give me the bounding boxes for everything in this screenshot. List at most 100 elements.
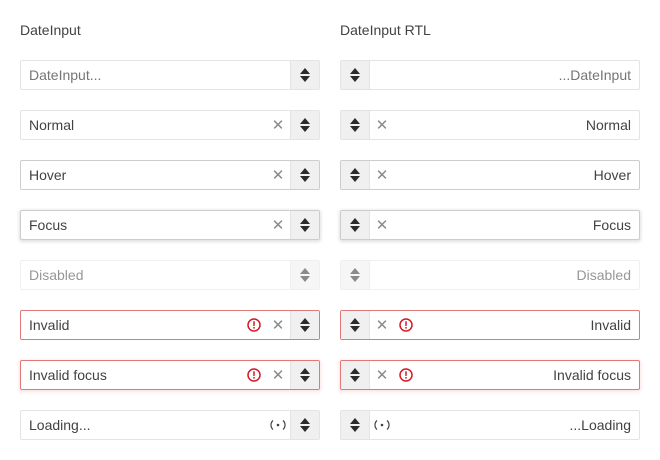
dateinput-value[interactable]: ...Loading	[569, 417, 632, 433]
spin-buttons[interactable]	[341, 311, 370, 339]
spin-buttons	[290, 261, 319, 289]
caret-up-icon[interactable]	[350, 418, 360, 424]
dateinput-value[interactable]: Hover	[593, 167, 631, 183]
dateinput-invalid[interactable]: Invalid ✕	[20, 310, 320, 340]
dateinput-hover[interactable]: Hover ✕	[20, 160, 320, 190]
clear-button[interactable]: ✕	[266, 111, 290, 139]
spin-buttons[interactable]	[290, 211, 319, 239]
spin-buttons[interactable]	[290, 311, 319, 339]
caret-down-icon[interactable]	[350, 176, 360, 182]
caret-up-icon[interactable]	[350, 68, 360, 74]
caret-up-icon[interactable]	[300, 418, 310, 424]
dateinput-rtl-focus[interactable]: Focus ✕	[340, 210, 640, 240]
caret-up-icon[interactable]	[300, 118, 310, 124]
caret-down-icon[interactable]	[350, 426, 360, 432]
clear-button[interactable]: ✕	[266, 311, 290, 339]
caret-up-icon[interactable]	[300, 368, 310, 374]
spin-buttons[interactable]	[290, 61, 319, 89]
caret-down-icon[interactable]	[300, 376, 310, 382]
clear-button[interactable]: ✕	[370, 361, 394, 389]
caret-up-icon[interactable]	[300, 168, 310, 174]
caret-up-icon[interactable]	[350, 318, 360, 324]
dateinput-value[interactable]: Normal	[29, 117, 75, 133]
caret-down-icon[interactable]	[300, 176, 310, 182]
dateinput-focus[interactable]: Focus ✕	[20, 210, 320, 240]
loading-indicator-icon	[266, 411, 290, 439]
dateinput-normal[interactable]: Normal ✕	[20, 110, 320, 140]
caret-down-icon[interactable]	[350, 376, 360, 382]
caret-up-icon[interactable]	[300, 68, 310, 74]
spin-buttons[interactable]	[290, 161, 319, 189]
dateinput-value[interactable]: Invalid focus	[553, 367, 631, 383]
spin-buttons[interactable]	[341, 61, 370, 89]
close-icon[interactable]: ✕	[375, 166, 389, 184]
clear-button[interactable]: ✕	[370, 311, 394, 339]
exclamation-circle-icon	[394, 311, 418, 339]
dateinput-invalid-focus[interactable]: Invalid focus ✕	[20, 360, 320, 390]
clear-button[interactable]: ✕	[266, 211, 290, 239]
caret-up-icon[interactable]	[350, 118, 360, 124]
caret-up-icon[interactable]	[350, 218, 360, 224]
clear-button[interactable]: ✕	[370, 111, 394, 139]
caret-down-icon[interactable]	[350, 326, 360, 332]
dateinput-value[interactable]: Hover	[29, 167, 67, 183]
spin-buttons[interactable]	[290, 411, 319, 439]
dateinput-loading[interactable]: Loading...	[20, 410, 320, 440]
dateinput-value[interactable]: Invalid focus	[29, 367, 107, 383]
caret-down-icon	[300, 276, 310, 282]
close-icon[interactable]: ✕	[375, 366, 389, 384]
dateinput-value[interactable]: Focus	[592, 217, 631, 233]
caret-down-icon[interactable]	[300, 426, 310, 432]
dateinput-value[interactable]: Invalid	[590, 317, 631, 333]
caret-up-icon[interactable]	[350, 368, 360, 374]
caret-down-icon[interactable]	[300, 326, 310, 332]
close-icon[interactable]: ✕	[271, 216, 285, 234]
dateinput-value[interactable]: Loading...	[29, 417, 91, 433]
dateinput-placeholder-text[interactable]: DateInput...	[29, 67, 102, 83]
caret-down-icon[interactable]	[300, 76, 310, 82]
dateinput-value[interactable]: Invalid	[29, 317, 70, 333]
caret-down-icon[interactable]	[300, 126, 310, 132]
clear-button[interactable]: ✕	[266, 361, 290, 389]
spin-buttons[interactable]	[341, 361, 370, 389]
caret-up-icon[interactable]	[350, 168, 360, 174]
exclamation-circle-icon	[242, 361, 266, 389]
spin-buttons[interactable]	[290, 361, 319, 389]
dateinput-value[interactable]: Normal	[585, 117, 631, 133]
spin-buttons[interactable]	[341, 211, 370, 239]
close-icon[interactable]: ✕	[375, 316, 389, 334]
spin-buttons[interactable]	[341, 411, 370, 439]
spin-buttons[interactable]	[341, 111, 370, 139]
dateinput-rtl-disabled: Disabled	[340, 260, 640, 290]
caret-down-icon[interactable]	[350, 226, 360, 232]
spin-buttons[interactable]	[290, 111, 319, 139]
dateinput-value: Disabled	[576, 267, 631, 283]
loading-indicator-icon	[370, 411, 394, 439]
dateinput-rtl-placeholder[interactable]: ...DateInput	[340, 60, 640, 90]
caret-up-icon[interactable]	[300, 218, 310, 224]
close-icon[interactable]: ✕	[271, 316, 285, 334]
caret-down-icon[interactable]	[300, 226, 310, 232]
spin-buttons[interactable]	[341, 161, 370, 189]
dateinput-value[interactable]: Focus	[29, 217, 68, 233]
dateinput-rtl-invalid-focus[interactable]: Invalid focus ✕	[340, 360, 640, 390]
clear-button[interactable]: ✕	[370, 211, 394, 239]
dateinput-rtl-normal[interactable]: Normal ✕	[340, 110, 640, 140]
close-icon[interactable]: ✕	[375, 216, 389, 234]
dateinput-rtl-hover[interactable]: Hover ✕	[340, 160, 640, 190]
column-heading-ltr: DateInput	[20, 22, 81, 38]
dateinput-rtl-loading[interactable]: ...Loading	[340, 410, 640, 440]
clear-button[interactable]: ✕	[370, 161, 394, 189]
dateinput-placeholder-text[interactable]: ...DateInput	[558, 67, 631, 83]
close-icon[interactable]: ✕	[375, 116, 389, 134]
dateinput-placeholder[interactable]: DateInput...	[20, 60, 320, 90]
close-icon[interactable]: ✕	[271, 116, 285, 134]
dateinput-disabled: Disabled	[20, 260, 320, 290]
caret-down-icon[interactable]	[350, 76, 360, 82]
clear-button[interactable]: ✕	[266, 161, 290, 189]
caret-down-icon[interactable]	[350, 126, 360, 132]
close-icon[interactable]: ✕	[271, 366, 285, 384]
dateinput-rtl-invalid[interactable]: Invalid ✕	[340, 310, 640, 340]
close-icon[interactable]: ✕	[271, 166, 285, 184]
caret-up-icon[interactable]	[300, 318, 310, 324]
